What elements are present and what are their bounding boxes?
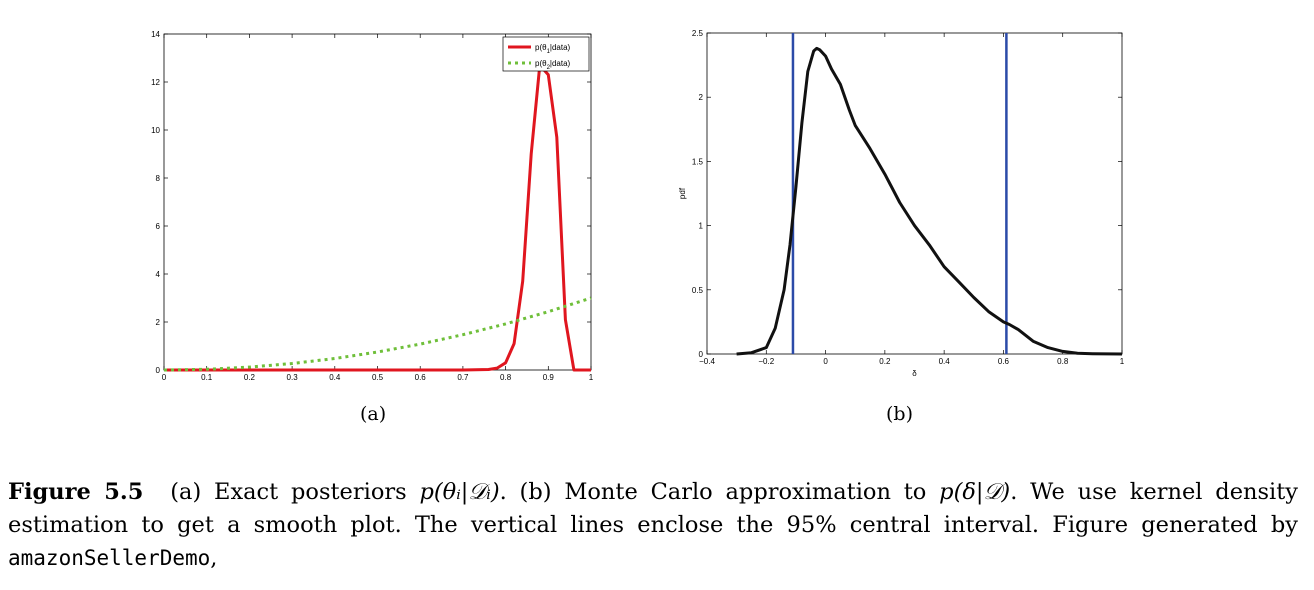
- chart-a-ytick-label: 0: [156, 366, 161, 375]
- chart-b-ytick-label: 1.5: [692, 157, 704, 166]
- caption-code: amazonSellerDemo: [8, 546, 211, 570]
- caption-text-2: . (b) Monte Carlo approximation to: [499, 479, 940, 505]
- chart-b-ytick-label: 0.5: [692, 286, 704, 295]
- chart-b-xtick-label: 0: [823, 357, 828, 366]
- chart-b-xtick-label: 0.8: [1057, 357, 1069, 366]
- chart-a-xtick-label: 0: [162, 373, 167, 382]
- chart-b-xlabel: δ: [912, 369, 917, 378]
- chart-b-axes-frame: [706, 32, 1123, 355]
- chart-b-ytick-label: 1: [699, 222, 704, 231]
- chart-b-xtick-label: −0.4: [699, 357, 715, 366]
- caption-math-2: p(δ|𝒟): [939, 479, 1011, 505]
- chart-a-xtick-label: 0.8: [500, 373, 512, 382]
- chart-b-ytick-label: 0: [699, 350, 704, 359]
- chart-a: 0 0.1 0.2 0.3 0.4 0.5 0.6 0.7 0.8 0.9 102468101214…: [151, 30, 594, 382]
- subfigure-label-b: (b): [886, 403, 913, 425]
- chart-a-xtick-label: 0.7: [457, 373, 469, 382]
- chart-a-xtick-label: 0.3: [287, 373, 299, 382]
- chart-a-xtick-label: 0.4: [329, 373, 341, 382]
- chart-a-ytick-label: 10: [151, 126, 160, 135]
- chart-b-xtick-label: 0.2: [879, 357, 891, 366]
- subfigure-label-a: (a): [360, 403, 387, 425]
- chart-b-series-line-1: [736, 46, 1123, 356]
- chart-a-xtick-label: 1: [589, 373, 594, 382]
- chart-a-legend-label: p(θ1|data): [535, 43, 571, 55]
- chart-a-ytick-label: 12: [151, 78, 160, 87]
- chart-b-ytick-label: 2.5: [692, 29, 704, 38]
- chart-b: −0.4 −0.2 0 0.2 0.4 0.6 0.8 1 0 0.5 1 1.5 2 2.5 δ pdf: [678, 29, 1125, 378]
- chart-b-xtick-label: 0.4: [939, 357, 951, 366]
- chart-a-xtick-label: 0.6: [415, 373, 427, 382]
- figure-caption: Figure 5.5 (a) Exact posteriors p(θᵢ|𝒟ᵢ)…: [8, 476, 1298, 575]
- chart-a-ytick-label: 14: [151, 30, 160, 39]
- chart-a-series-line-1: [164, 63, 591, 372]
- chart-b-xtick-label: −0.2: [758, 357, 774, 366]
- chart-a-xtick-label: 0.1: [201, 373, 213, 382]
- chart-a-series-line-2: [163, 296, 592, 372]
- chart-a-ytick-label: 2: [156, 318, 161, 327]
- chart-a-ytick-label: 4: [156, 270, 161, 279]
- figure-number: Figure 5.5: [8, 479, 144, 505]
- chart-a-legend-box: [502, 36, 590, 72]
- chart-a-ytick-label: 8: [156, 174, 161, 183]
- chart-b-ytick-label: 2: [699, 93, 704, 102]
- caption-text-4: ,: [210, 545, 218, 571]
- chart-a-legend-label: p(θ2|data): [535, 59, 571, 71]
- caption-text-1: (a) Exact posteriors: [170, 479, 420, 505]
- chart-a-xtick-label: 0.9: [543, 373, 555, 382]
- chart-b-ylabel: pdf: [678, 187, 687, 199]
- chart-b-xtick-label: 0.6: [998, 357, 1010, 366]
- chart-b-xtick-label: 1: [1120, 357, 1125, 366]
- caption-math-1: p(θᵢ|𝒟ᵢ): [419, 479, 500, 505]
- chart-a-xtick-label: 0.5: [372, 373, 384, 382]
- chart-a-ytick-label: 6: [156, 222, 161, 231]
- caption-text-3: . We use kernel density estimation to ge…: [8, 479, 1298, 538]
- chart-a-xtick-label: 0.2: [244, 373, 256, 382]
